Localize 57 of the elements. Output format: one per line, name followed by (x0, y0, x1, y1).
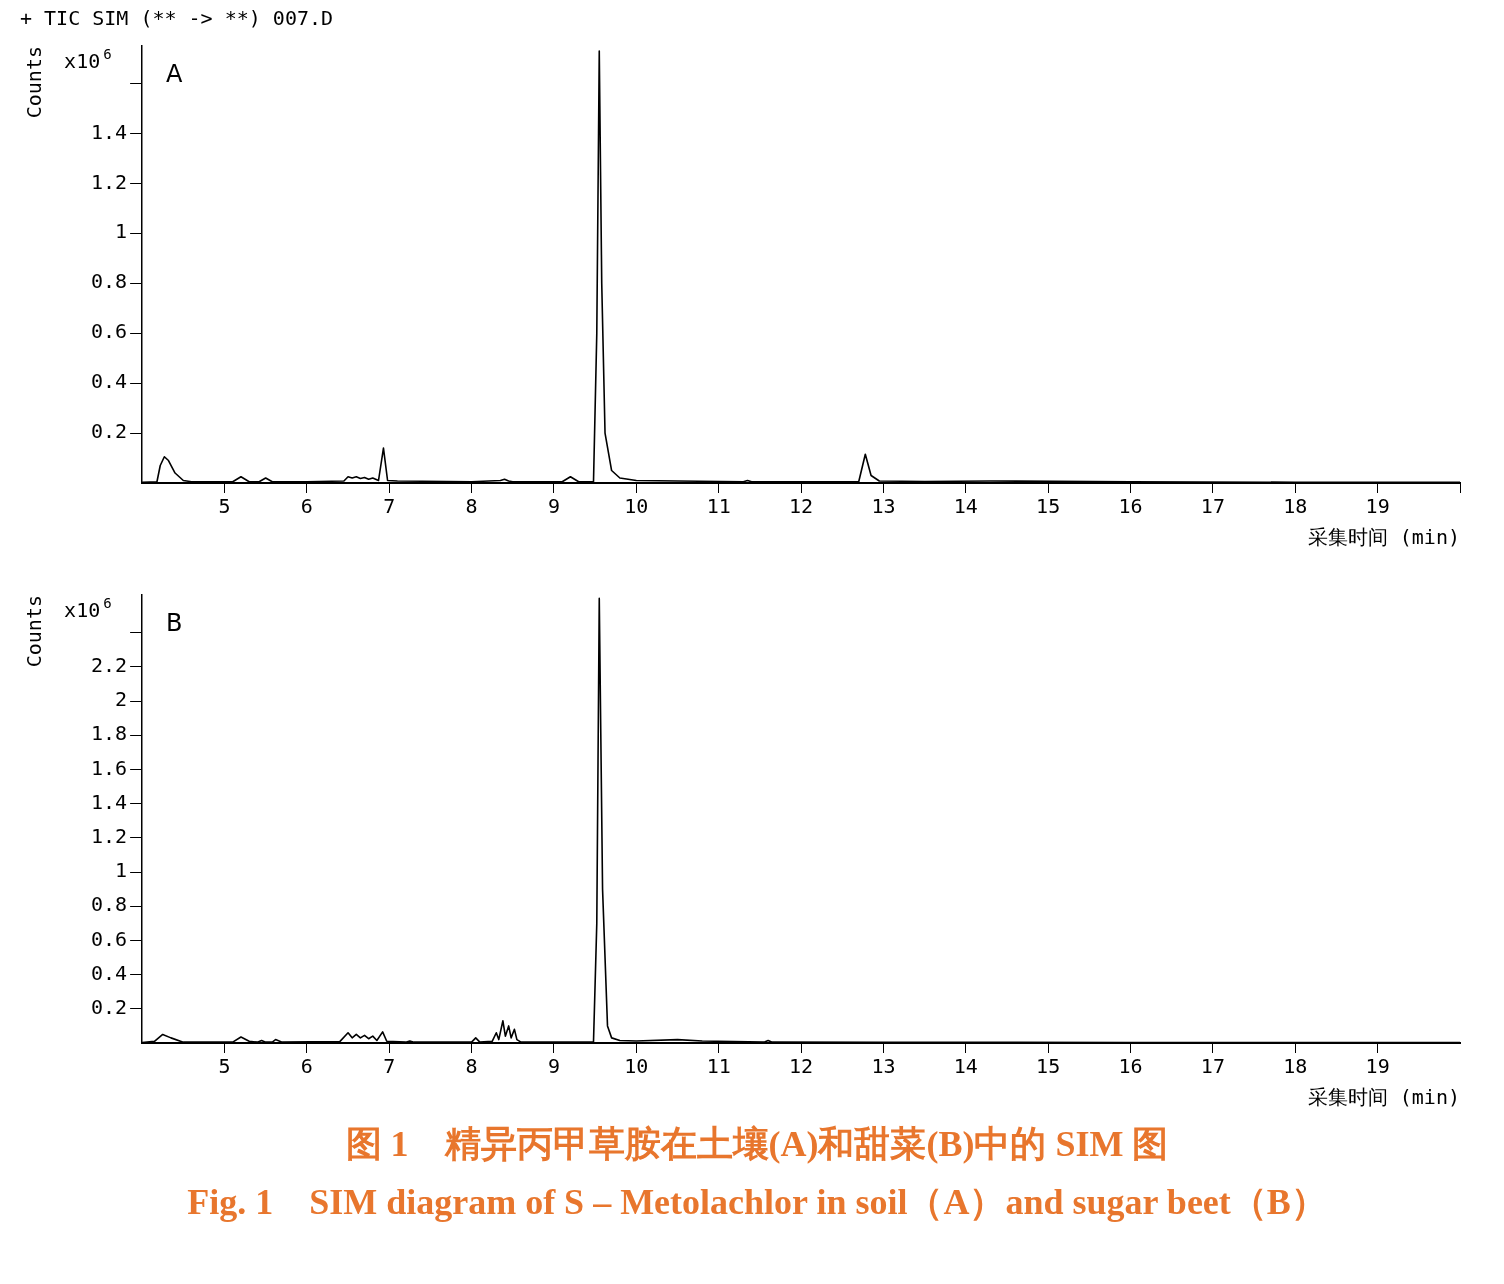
annotation: B (166, 609, 183, 637)
y-tick-label: 1 (115, 219, 128, 244)
x-axis-title: 采集时间 (min) (1307, 1085, 1460, 1110)
x-tick-label: 7 (383, 1054, 396, 1079)
y-tick-label: 1 (115, 858, 128, 883)
y-tick-label: 0.4 (91, 369, 128, 394)
y-tick-label: 0.4 (91, 960, 128, 985)
x-tick-label: 15 (1036, 1054, 1061, 1079)
x-tick-label: 19 (1365, 1054, 1390, 1079)
x-tick-label: 7 (383, 494, 396, 519)
caption: Fig. 1 SIM diagram of S – Metolachlor in soil（A）and sugar beet（B） (186, 1181, 1328, 1224)
x-tick-label: 6 (300, 1054, 313, 1079)
x-tick-label: 14 (953, 494, 978, 519)
y-axis-title: Counts (22, 595, 47, 668)
x-tick-label: 11 (706, 1054, 731, 1079)
x-tick-label: 6 (300, 494, 313, 519)
x-tick-label: 12 (789, 1054, 814, 1079)
y-tick-label: 0.2 (91, 419, 128, 444)
x-tick-label: 14 (953, 1054, 978, 1079)
x-tick-label: 5 (218, 1054, 231, 1079)
x-tick-label: 11 (706, 494, 731, 519)
x-tick-label: 13 (871, 494, 896, 519)
y-tick-label: 1.4 (91, 789, 128, 814)
annotation: A (166, 60, 184, 88)
x-axis-title: 采集时间 (min) (1307, 525, 1460, 550)
y-tick-label: 0.8 (91, 892, 128, 917)
x-tick-label: 9 (547, 1054, 560, 1079)
y-tick-label: 0.8 (91, 269, 128, 294)
y-tick-label: 2.2 (91, 653, 128, 678)
x-tick-label: 17 (1200, 494, 1225, 519)
y-tick-label: 1.2 (91, 824, 128, 849)
x-tick-label: 16 (1118, 494, 1143, 519)
y-tick-label: 1.4 (91, 119, 128, 144)
y-tick-label: 0.2 (91, 995, 128, 1019)
y-tick-label: 2 (115, 687, 128, 712)
y-axis-title: Counts (22, 46, 47, 119)
y-tick-label: 0.6 (91, 926, 128, 951)
chart-title: + TIC SIM (** -> **) 007.D (20, 6, 334, 31)
x-tick-label: 13 (871, 1054, 896, 1079)
x-tick-label: 8 (465, 1054, 478, 1079)
x-tick-label: 10 (624, 494, 649, 519)
x-tick-label: 10 (624, 1054, 649, 1079)
y-tick-label: 1.2 (91, 169, 128, 194)
caption: 图 1 精异丙甲草胺在土壤(A)和甜菜(B)中的 SIM 图 (344, 1123, 1170, 1166)
x-tick-label: 12 (789, 494, 814, 519)
x-tick-label: 18 (1283, 1054, 1308, 1079)
x-tick-label: 9 (547, 494, 560, 519)
x-tick-label: 8 (465, 494, 478, 519)
y-tick-label: 1.6 (91, 755, 128, 780)
x-tick-label: 16 (1118, 1054, 1143, 1079)
x-tick-label: 18 (1283, 494, 1308, 519)
y-tick-label: 0.6 (91, 319, 128, 344)
x-tick-label: 17 (1200, 1054, 1225, 1079)
x-tick-label: 15 (1036, 494, 1061, 519)
x-tick-label: 5 (218, 494, 231, 519)
y-tick-label: 1.8 (91, 721, 128, 746)
x-tick-label: 19 (1365, 494, 1390, 519)
